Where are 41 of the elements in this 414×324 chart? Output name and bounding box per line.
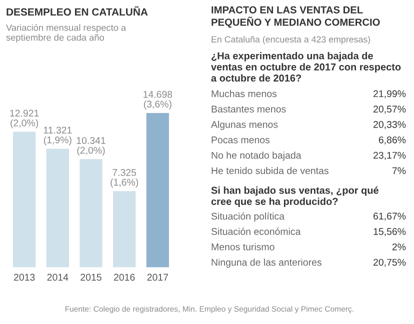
text: 7% bbox=[392, 167, 406, 174]
chart-subtitle: Variación mensual respecto a septiembre de cada año bbox=[6, 24, 126, 43]
category-label: No he notado bajada bbox=[212, 152, 302, 161]
text: 21,99% bbox=[374, 90, 406, 98]
chart-title: DESEMPLEO EN CATALUÑA bbox=[6, 6, 148, 16]
category-label: Ninguna de las anteriores bbox=[212, 258, 322, 268]
x-tick-label: 2017 bbox=[147, 274, 168, 281]
category-label: Situación económica bbox=[211, 228, 301, 235]
text: 23,17% bbox=[374, 152, 406, 160]
data-label: 12.921 (2,0%) bbox=[10, 110, 39, 128]
category-label: Situación política bbox=[211, 212, 284, 222]
bar bbox=[144, 112, 170, 268]
bar bbox=[78, 158, 104, 268]
category-label: Muchas menos bbox=[212, 90, 277, 98]
category-label: Pocas menos bbox=[212, 136, 270, 144]
text: 2% bbox=[392, 243, 406, 250]
x-tick-label: 2013 bbox=[14, 274, 35, 281]
category-label: Bastantes menos bbox=[212, 106, 286, 113]
bar bbox=[112, 190, 138, 268]
text: 6,86% bbox=[378, 136, 406, 144]
text: ¿Ha experimentado una bajada de ventas en octubre de 2017 con respecto a octubre de 2016? bbox=[211, 52, 401, 82]
bar bbox=[12, 130, 38, 268]
data-label: 14.698 (3,6%) bbox=[144, 90, 172, 110]
text: En Cataluña (encuesta a 423 empresas) bbox=[212, 36, 370, 44]
text: 15,56% bbox=[374, 228, 406, 236]
text: Si han bajado sus ventas, ¿por qué cree que se ha producido? bbox=[211, 186, 378, 207]
data-label: 7.325 (1,6%) bbox=[110, 169, 138, 188]
category-label: Menos turismo bbox=[212, 243, 274, 250]
data-label: 11.321 (1,9%) bbox=[44, 126, 72, 146]
data-label: 10.341 (2,0%) bbox=[76, 137, 106, 156]
text: 20,57% bbox=[374, 106, 406, 114]
text: 20,75% bbox=[374, 258, 406, 267]
text: 20,33% bbox=[374, 121, 406, 130]
bar bbox=[44, 147, 70, 268]
text: 61,67% bbox=[374, 212, 406, 221]
category-label: Algunas menos bbox=[211, 120, 278, 130]
x-tick-label: 2014 bbox=[47, 274, 68, 281]
text: IMPACTO EN LAS VENTAS DEL PEQUEÑO Y MEDIANO COMERCIO bbox=[212, 6, 380, 28]
x-tick-label: 2016 bbox=[114, 274, 135, 281]
category-label: He tenido subida de ventas bbox=[212, 167, 328, 174]
x-tick-label: 2015 bbox=[80, 274, 102, 281]
